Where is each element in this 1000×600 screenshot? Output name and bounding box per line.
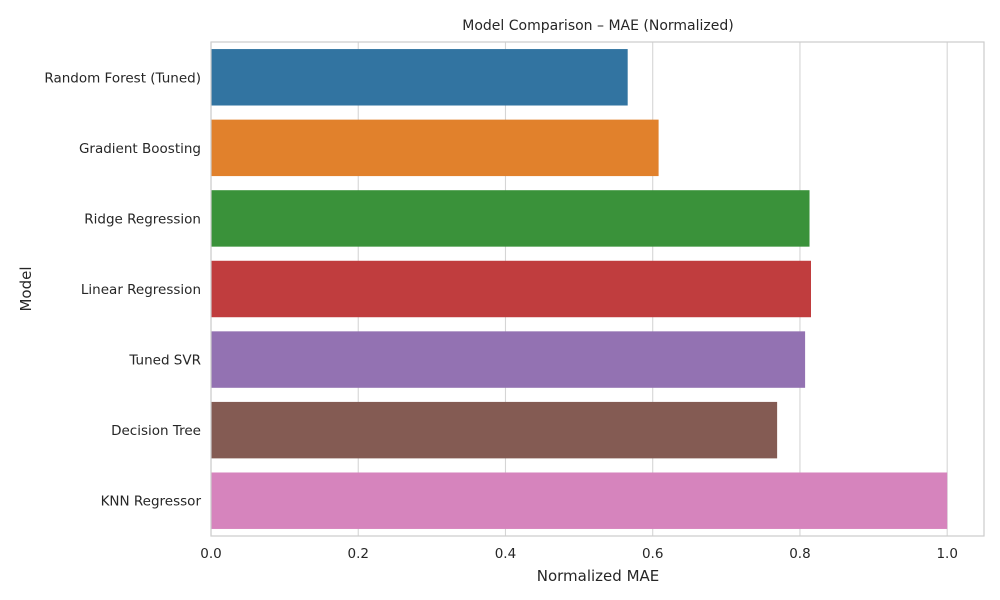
plot-frame	[210, 41, 985, 537]
y-category-label: Random Forest (Tuned)	[44, 70, 201, 86]
chart-title: Model Comparison – MAE (Normalized)	[462, 18, 733, 34]
x-tick-label: 1.0	[936, 546, 957, 562]
bars	[211, 49, 948, 529]
bar	[211, 260, 811, 318]
x-tick-labels: 0.0 0.2 0.4 0.6 0.8 1.0	[200, 546, 958, 562]
y-category-label: Ridge Regression	[84, 211, 201, 227]
bar	[211, 190, 810, 247]
bar	[211, 472, 948, 529]
bar	[211, 49, 628, 106]
y-category-label: Decision Tree	[111, 423, 201, 439]
y-category-label: Linear Regression	[81, 282, 201, 298]
bar	[211, 119, 659, 177]
x-tick-label: 0.4	[495, 546, 516, 562]
y-axis-label: Model	[17, 266, 35, 311]
x-tick-label: 0.6	[642, 546, 663, 562]
x-tick-label: 0.0	[200, 546, 221, 562]
x-axis-label: Normalized MAE	[537, 567, 660, 585]
y-category-label: Tuned SVR	[128, 353, 201, 369]
y-category-labels: Random Forest (Tuned) Gradient Boosting Ri…	[44, 70, 201, 509]
bar	[211, 331, 806, 388]
y-category-label: KNN Regressor	[101, 494, 202, 510]
bar	[211, 401, 778, 459]
x-tick-label: 0.8	[789, 546, 810, 562]
x-tick-label: 0.2	[347, 546, 368, 562]
y-category-label: Gradient Boosting	[79, 141, 201, 157]
